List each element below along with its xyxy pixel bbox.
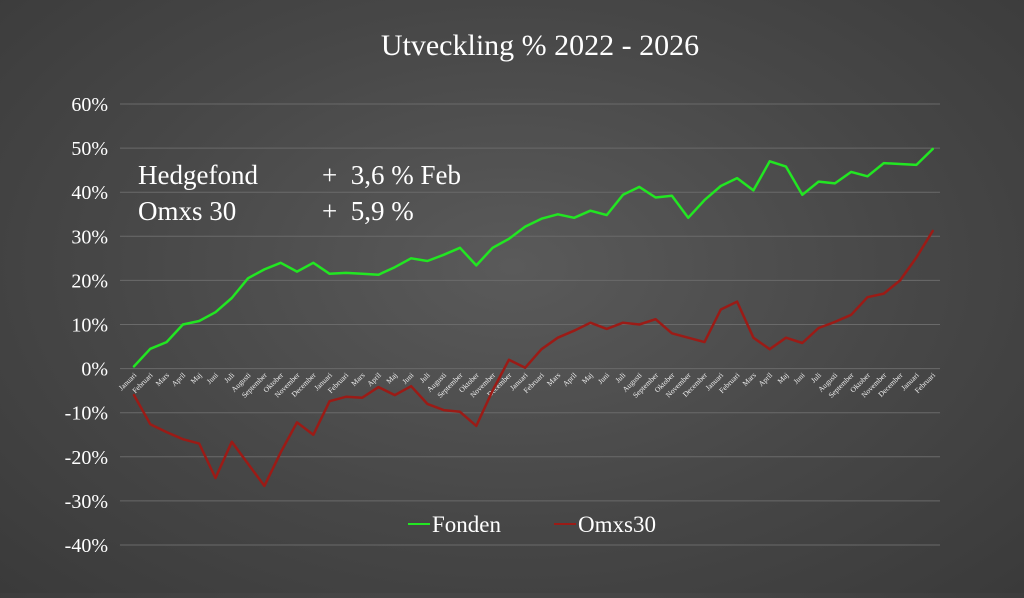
x-tick-label: Maj — [580, 371, 595, 386]
x-tick-label: Mars — [741, 371, 758, 388]
x-tick-label: Juni — [792, 371, 807, 386]
y-tick-label: 50% — [71, 138, 108, 160]
x-tick-label: Mars — [154, 371, 171, 388]
x-tick-label: Juni — [205, 371, 220, 386]
x-tick-label: Juni — [596, 371, 611, 386]
y-tick-label: 0% — [81, 359, 108, 381]
y-tick-label: -30% — [65, 491, 108, 513]
annotation-box: Hedgefond + 3,6 % Feb Omxs 30 + 5,9 % — [138, 160, 461, 226]
x-tick-label: Mars — [349, 371, 366, 388]
y-tick-label: 60% — [71, 94, 108, 116]
annotation-value-hedgefond: + 3,6 % Feb — [322, 160, 461, 190]
annotation-value-omxs30: + 5,9 % — [322, 196, 414, 226]
y-axis-tick-labels: -40% -30% -20% -10% 0% 10% 20% 30% 40% 50% 60% — [65, 94, 108, 557]
x-tick-label: Juni — [400, 371, 415, 386]
legend: Fonden Omxs30 — [408, 512, 656, 537]
y-tick-label: -20% — [65, 447, 108, 469]
series-lines — [132, 147, 934, 488]
y-tick-label: 20% — [71, 270, 108, 292]
chart-title: Utveckling % 2022 - 2026 — [381, 29, 699, 62]
x-tick-label: April — [170, 371, 188, 389]
y-tick-label: 30% — [71, 226, 108, 248]
x-tick-label: April — [561, 371, 579, 389]
x-tick-label: April — [757, 371, 775, 389]
x-tick-label: Maj — [384, 371, 399, 386]
series-line-omxs30 — [132, 229, 934, 488]
annotation-label-hedgefond: Hedgefond — [138, 160, 258, 190]
series-line-fonden — [132, 147, 934, 368]
x-tick-label: Maj — [189, 371, 204, 386]
y-tick-label: -10% — [65, 403, 108, 425]
y-tick-label: 10% — [71, 315, 108, 337]
gridlines — [120, 103, 940, 546]
y-tick-label: 40% — [71, 182, 108, 204]
x-tick-label: April — [365, 371, 383, 389]
legend-label-fonden: Fonden — [432, 512, 502, 537]
x-tick-label: Mars — [545, 371, 562, 388]
x-tick-label: Maj — [775, 371, 790, 386]
legend-label-omxs30: Omxs30 — [578, 512, 656, 537]
annotation-label-omxs30: Omxs 30 — [138, 196, 236, 226]
y-tick-label: -40% — [65, 535, 108, 557]
